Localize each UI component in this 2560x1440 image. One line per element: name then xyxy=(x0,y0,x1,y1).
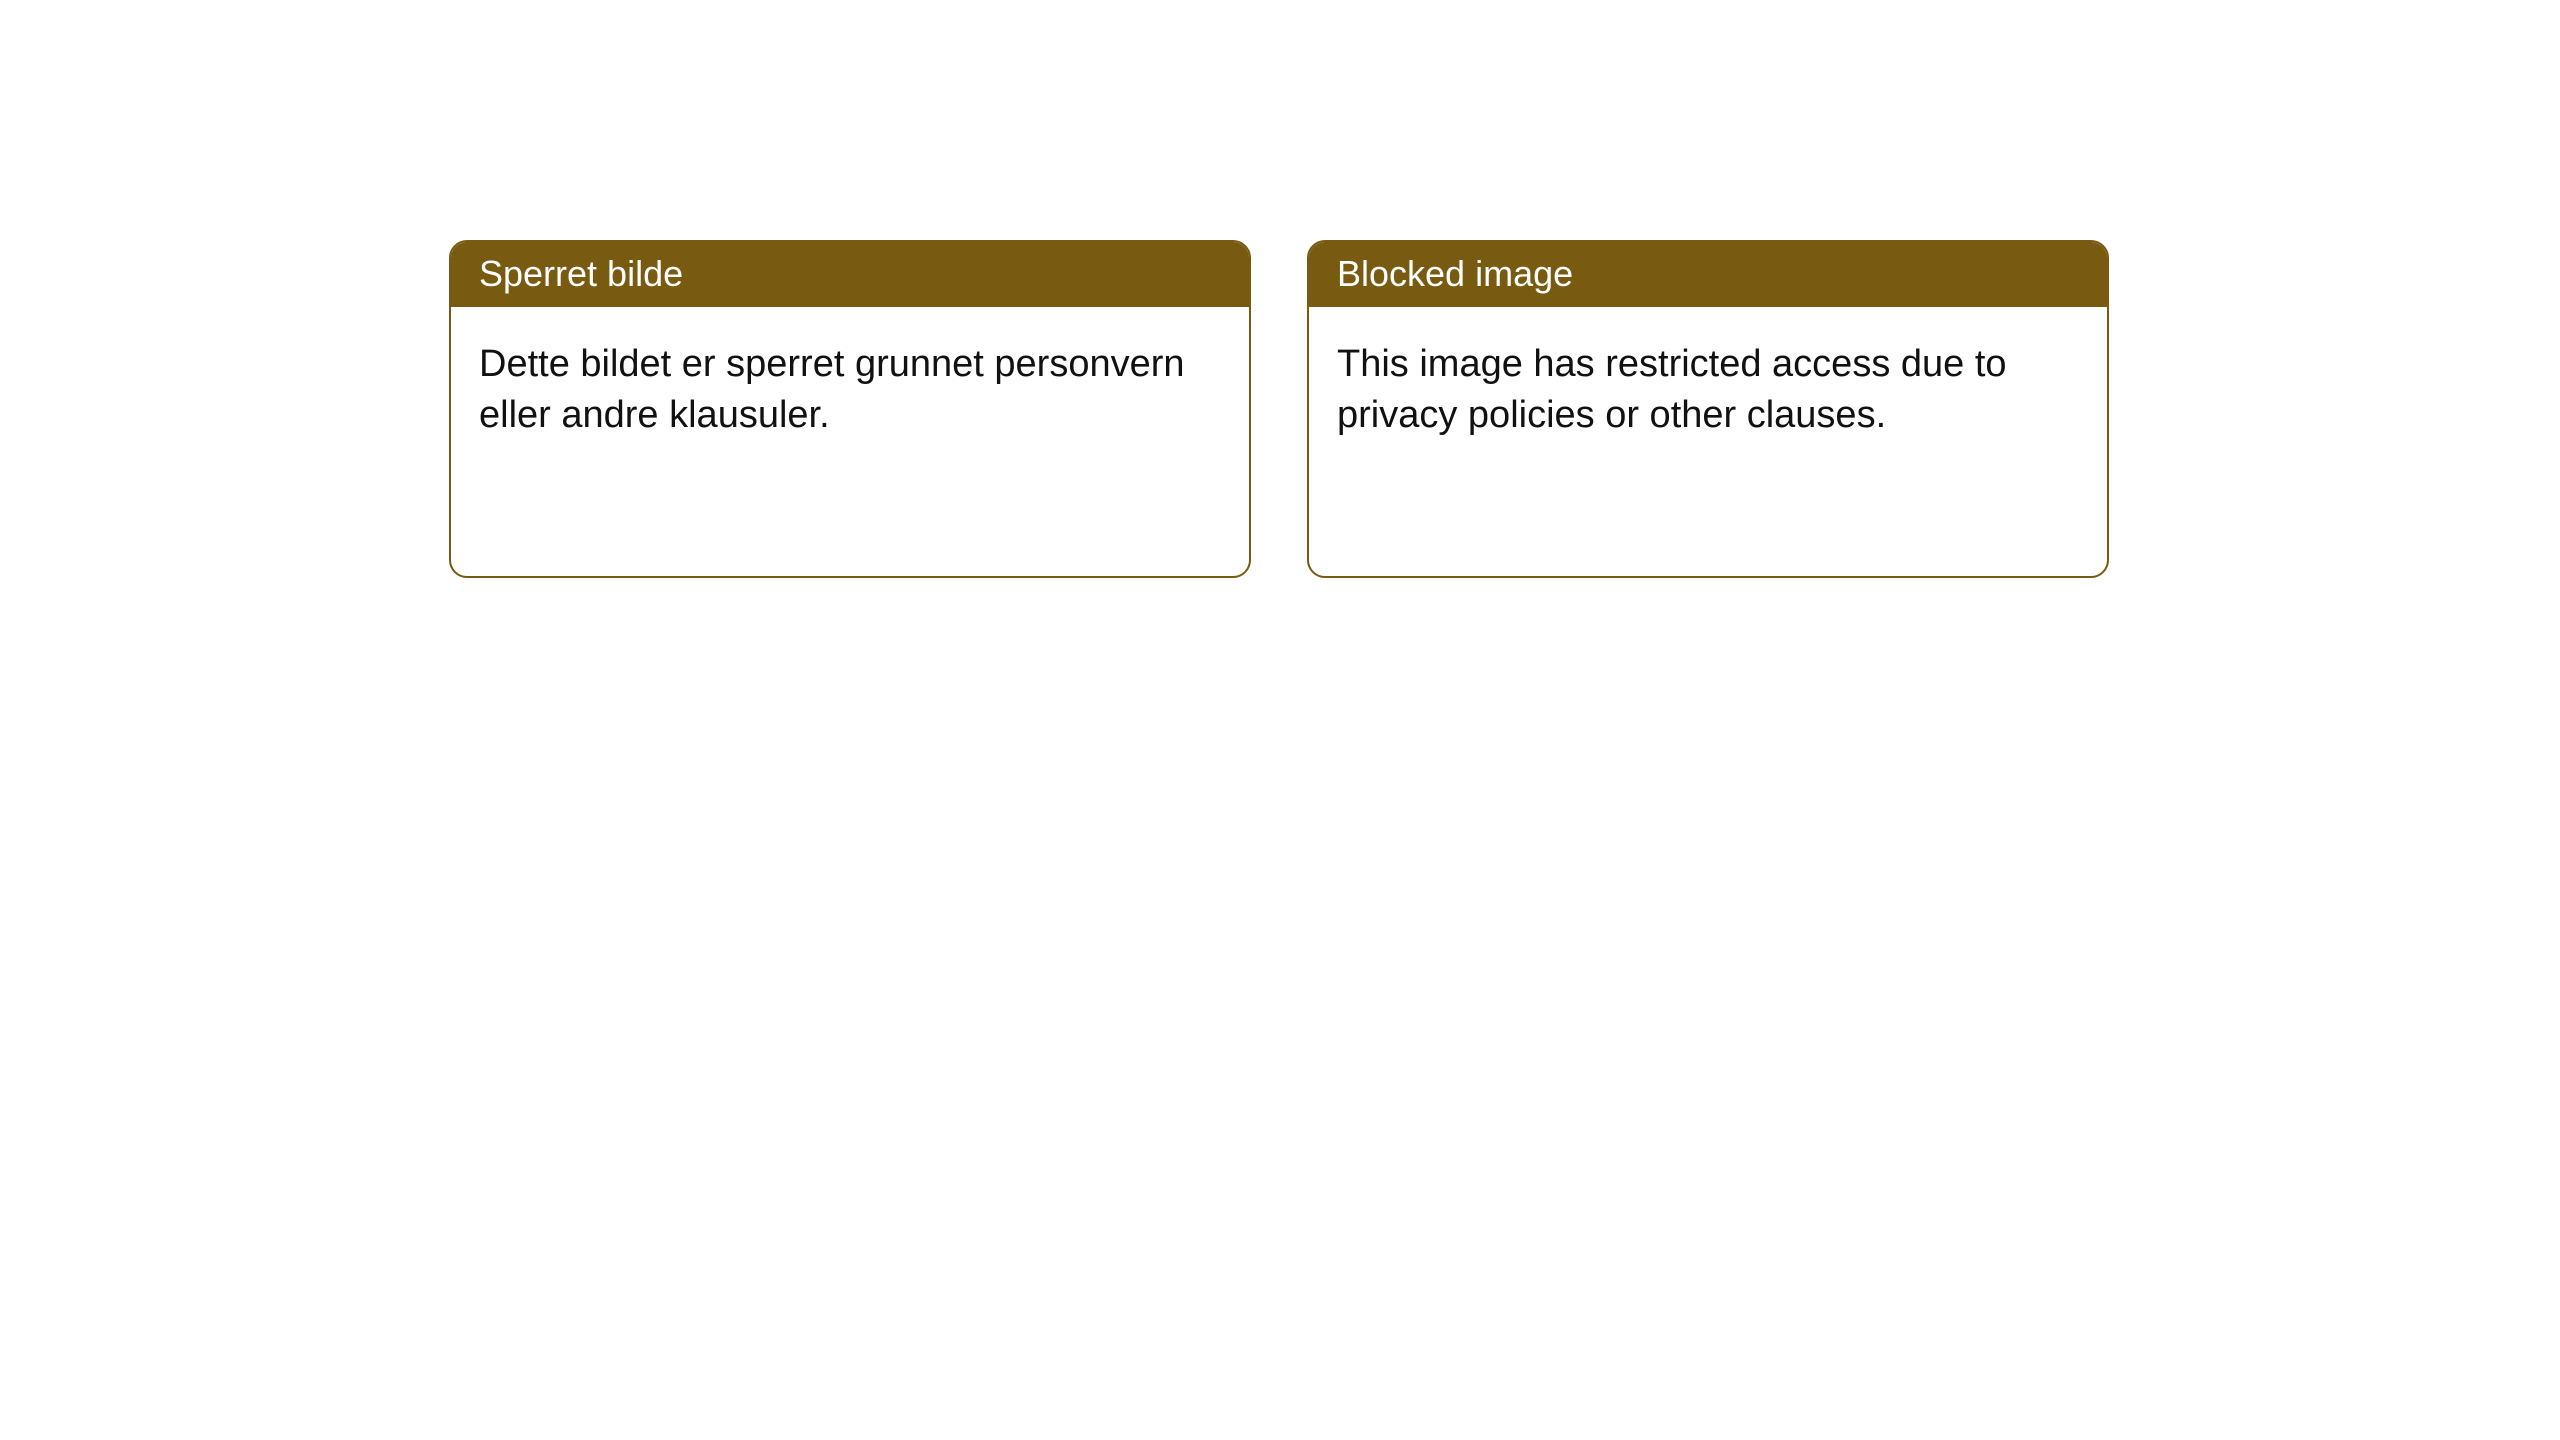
panel-body-en: This image has restricted access due to … xyxy=(1309,307,2107,442)
blocked-image-panel-no: Sperret bilde Dette bildet er sperret gr… xyxy=(449,240,1251,578)
notice-container: Sperret bilde Dette bildet er sperret gr… xyxy=(449,240,2109,578)
panel-title-no: Sperret bilde xyxy=(451,242,1249,307)
panel-title-en: Blocked image xyxy=(1309,242,2107,307)
blocked-image-panel-en: Blocked image This image has restricted … xyxy=(1307,240,2109,578)
panel-body-no: Dette bildet er sperret grunnet personve… xyxy=(451,307,1249,442)
